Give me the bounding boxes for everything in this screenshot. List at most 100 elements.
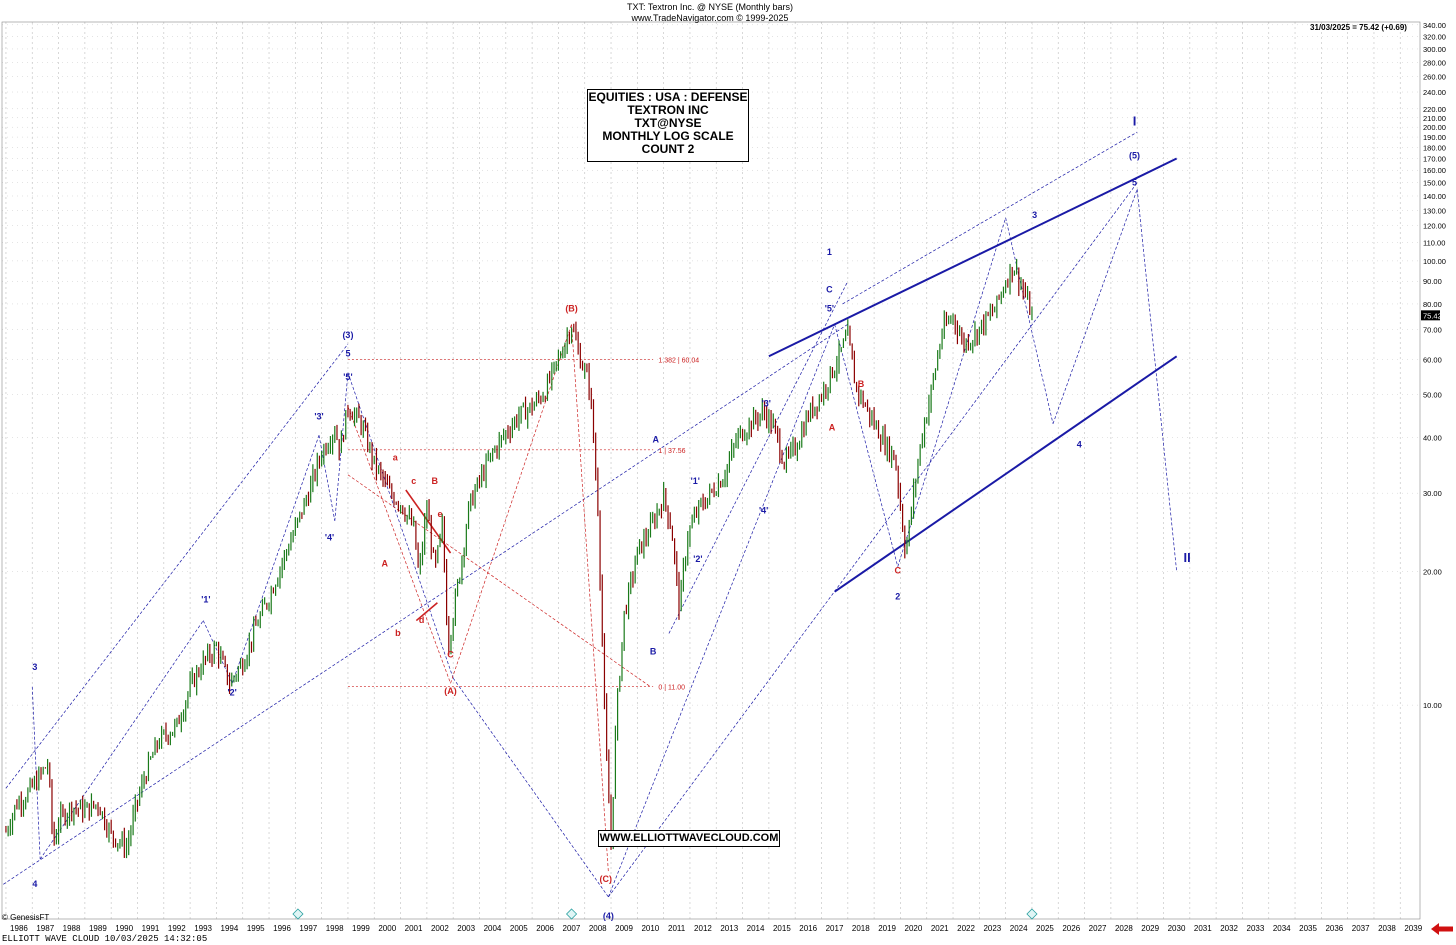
wave-label-blue: '2' [693,554,702,564]
x-tick-label: 1995 [247,924,265,933]
x-tick-label: 2031 [1194,924,1212,933]
x-tick-label: 2014 [747,924,765,933]
x-tick-label: 1987 [36,924,54,933]
wave-label-blue: '1' [691,476,700,486]
x-tick-label: 2029 [1141,924,1159,933]
y-tick-label: 340.00 [1423,21,1446,30]
wave-label-blue: II [1184,550,1191,565]
wave-label-blue: 5 [1132,177,1137,187]
x-tick-label: 2024 [1010,924,1028,933]
x-tick-label: 2018 [852,924,870,933]
wave-line-red-solid [415,602,438,622]
last-price-readout: 31/03/2025 = 75.42 (+0.69) [1310,23,1407,32]
wave-label-blue: '5' [343,372,352,382]
x-tick-label: 2016 [799,924,817,933]
wave-label-red: c [411,476,416,486]
y-tick-label: 190.00 [1423,133,1446,142]
wave-label-blue: 3 [1032,210,1037,220]
wave-label-blue: '3' [314,411,323,421]
x-tick-label: 2012 [694,924,712,933]
x-tick-label: 2001 [405,924,423,933]
wave-line-blue [39,620,204,860]
wave-label-blue: 4 [32,879,37,889]
wave-label-red: B [858,379,865,389]
wave-line-blue [231,435,320,684]
wave-line-blue [834,324,899,567]
y-tick-label: 30.00 [1423,489,1442,498]
y-tick-label: 50.00 [1423,391,1442,400]
wave-label-red: B [432,476,439,486]
wave-label-blue: 3 [32,662,37,672]
x-tick-label: 1988 [63,924,81,933]
genesis-s-marker-icon [566,908,578,920]
marker-shape [1026,908,1038,920]
x-tick-label: 2032 [1220,924,1238,933]
wave-line-blue [1136,189,1177,572]
y-tick-label: 170.00 [1423,155,1446,164]
wave-label-blue: C [826,284,833,294]
wave-label-red: A [829,423,836,433]
y-tick-label: 100.00 [1423,257,1446,266]
wedge-upper-line [768,157,1178,358]
x-tick-label: 2033 [1247,924,1265,933]
wave-label-red: e [438,509,443,519]
wave-label-blue: (3) [342,330,353,340]
last-price-tag-label: 75.42 [1423,311,1442,320]
wave-label-red: C [447,649,454,659]
y-tick-label: 210.00 [1423,114,1446,123]
wave-label-blue: '3' [762,399,771,409]
y-tick-label: 160.00 [1423,166,1446,175]
wave-label-red: d [419,615,425,625]
x-tick-label: 2000 [378,924,396,933]
y-tick-label: 130.00 [1423,206,1446,215]
y-tick-label: 200.00 [1423,123,1446,132]
y-tick-label: 280.00 [1423,58,1446,67]
y-tick-label: 110.00 [1423,239,1445,248]
fib-level-label: 0 | 11.00 [658,685,685,692]
wave-label-blue: A [653,435,660,445]
wave-label-red: A [382,559,389,569]
y-tick-label: 150.00 [1423,179,1446,188]
wave-label-blue: 2 [895,591,900,601]
last-price-tag [1421,310,1440,321]
x-tick-label: 1997 [299,924,317,933]
wave-label-blue: '4' [759,506,768,516]
wave-lines [3,131,1178,898]
wave-line-red-solid [405,489,452,554]
x-tick-label: 2035 [1299,924,1317,933]
x-tick-label: 2039 [1404,924,1422,933]
channel-line-blue [668,281,849,634]
x-tick-label: 2026 [1062,924,1080,933]
y-tick-label: 140.00 [1423,192,1446,201]
y-tick-label: 120.00 [1423,222,1446,231]
chart-title: TXT: Textron Inc. @ NYSE (Monthly bars) [626,2,794,12]
x-tick-label: 2021 [931,924,949,933]
x-tick-label: 2013 [720,924,738,933]
red-left-arrow-icon[interactable] [1431,923,1453,935]
wave-line-blue [318,435,336,521]
x-tick-label: 2019 [878,924,896,933]
wave-line-blue [452,677,609,898]
wave-line-blue [897,217,1006,567]
wave-line-blue [608,324,835,898]
y-tick-label: 40.00 [1423,434,1442,443]
x-tick-label: 2028 [1115,924,1133,933]
wave-label-blue: (5) [1129,151,1140,161]
x-tick-label: 1990 [115,924,133,933]
x-tick-label: 2017 [826,924,844,933]
wave-line-blue [347,372,454,679]
wave-label-blue: 5 [345,348,350,358]
genesis-credit: © GenesisFT [2,913,50,922]
price-bars [5,258,1033,859]
wave-label-blue: 1 [827,247,832,257]
status-bar: ELLIOTT WAVE CLOUD 10/03/2025 14:32:05 [2,934,208,944]
channel-line-blue [842,131,1138,305]
plot-frame [1,21,1421,920]
x-tick-label: 1992 [168,924,186,933]
wedge-lower-line [834,355,1178,593]
wave-label-red: (B) [565,303,578,313]
channel-line-blue [608,182,1138,898]
x-tick-label: 2005 [510,924,528,933]
x-tick-label: 1986 [10,924,28,933]
